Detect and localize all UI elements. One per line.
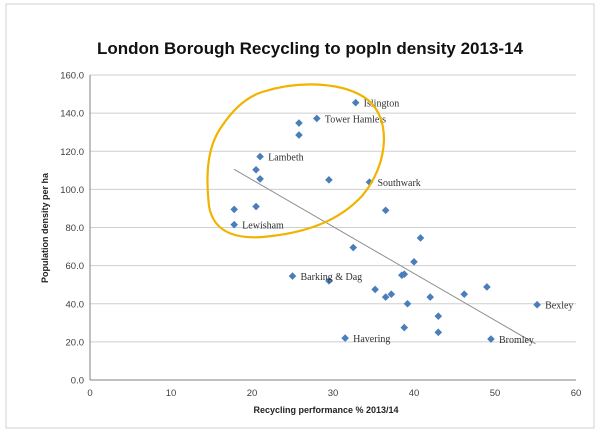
data-point bbox=[410, 258, 418, 266]
x-tick-label: 0 bbox=[87, 388, 92, 399]
data-point bbox=[325, 176, 333, 184]
y-tick-label: 100.0 bbox=[60, 185, 84, 196]
data-point bbox=[387, 290, 396, 299]
chart-title: London Borough Recycling to popln densit… bbox=[97, 39, 524, 58]
data-point bbox=[349, 243, 358, 252]
data-point bbox=[256, 175, 264, 183]
data-point bbox=[288, 272, 297, 280]
chart-frame bbox=[5, 3, 595, 429]
point-label: Barking & Dag bbox=[301, 272, 363, 283]
y-tick-label: 120.0 bbox=[60, 147, 84, 158]
x-tick-label: 30 bbox=[328, 388, 339, 399]
data-point bbox=[351, 98, 360, 107]
data-point bbox=[381, 293, 390, 301]
point-label: Southwark bbox=[377, 178, 420, 189]
data-point bbox=[426, 293, 434, 301]
x-tick-label: 50 bbox=[490, 388, 501, 399]
data-point bbox=[381, 206, 390, 215]
data-point bbox=[313, 114, 321, 123]
x-tick-label: 10 bbox=[166, 388, 177, 399]
point-label: Bexley bbox=[545, 301, 573, 312]
point-label: Lewisham bbox=[242, 221, 284, 232]
data-point bbox=[533, 300, 541, 309]
data-point bbox=[487, 335, 495, 343]
y-tick-labels: 0.0 20.0 40.0 60.0 80.0 100.0 120.0 140.0 160.0 bbox=[60, 71, 84, 387]
data-point bbox=[403, 299, 412, 308]
trendline bbox=[233, 168, 536, 345]
point-label: Bromley bbox=[499, 335, 534, 346]
data-point bbox=[341, 334, 349, 342]
data-point bbox=[483, 283, 491, 291]
x-axis-title: Recycling performance % 2013/14 bbox=[253, 405, 398, 415]
gridlines bbox=[90, 74, 576, 343]
point-label: Lambeth bbox=[268, 153, 304, 164]
data-point bbox=[434, 328, 443, 337]
x-tick-labels: 0 10 20 30 40 50 60 bbox=[87, 388, 581, 399]
data-point bbox=[252, 165, 260, 174]
data-point bbox=[398, 271, 406, 279]
data-point bbox=[434, 312, 443, 320]
point-label: Tower Hamlets bbox=[325, 114, 386, 125]
y-tick-label: 140.0 bbox=[60, 109, 84, 120]
data-point bbox=[256, 152, 264, 161]
data-point bbox=[416, 234, 425, 242]
x-tick-label: 40 bbox=[409, 388, 420, 399]
data-point bbox=[371, 285, 379, 294]
y-tick-label: 0.0 bbox=[71, 376, 84, 387]
y-tick-label: 80.0 bbox=[66, 223, 85, 234]
y-tick-label: 40.0 bbox=[66, 299, 85, 310]
data-point bbox=[325, 277, 333, 285]
data-point bbox=[252, 202, 260, 211]
data-point bbox=[295, 119, 303, 127]
data-point bbox=[295, 131, 303, 139]
y-tick-label: 60.0 bbox=[66, 261, 85, 272]
point-labels: Islington Tower Hamlets Lambeth Southwark Le… bbox=[242, 99, 573, 346]
y-tick-label: 20.0 bbox=[66, 337, 85, 348]
point-label: Havering bbox=[353, 334, 390, 345]
data-point bbox=[460, 290, 469, 299]
data-point bbox=[230, 220, 238, 229]
point-label: Islington bbox=[364, 99, 400, 110]
y-axis-title: Population density per ha bbox=[40, 172, 50, 283]
data-point bbox=[400, 323, 409, 332]
y-tick-label: 160.0 bbox=[60, 71, 84, 82]
data-point bbox=[230, 205, 238, 214]
x-tick-label: 20 bbox=[247, 388, 258, 399]
x-tick-label: 60 bbox=[571, 388, 582, 399]
annotation-circle bbox=[206, 83, 386, 239]
data-points bbox=[230, 98, 541, 343]
